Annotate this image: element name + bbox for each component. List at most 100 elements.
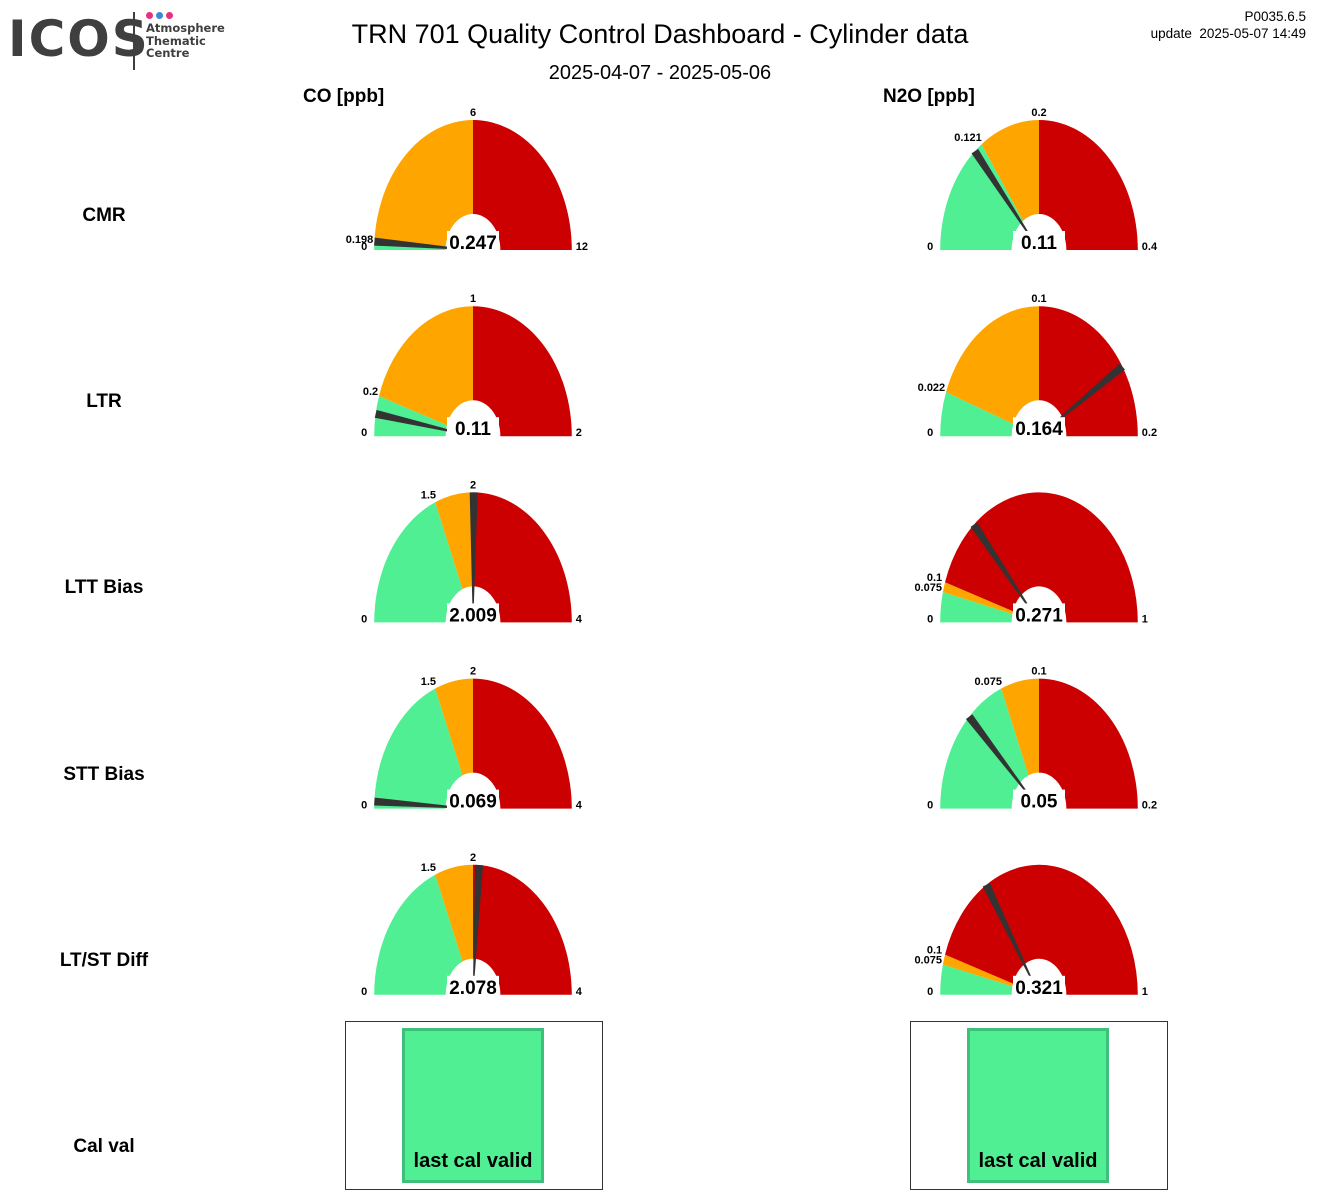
gauge-tick-warning-limit: 2	[470, 852, 476, 864]
gauge-value: 0.05	[1021, 792, 1058, 813]
gauge-band-bad	[1039, 678, 1138, 809]
row-label-cmr: CMR	[82, 205, 126, 226]
gauge-band-warning	[946, 306, 1039, 425]
gauge-band-good	[374, 502, 463, 623]
gauge-tick-max: 1	[1142, 613, 1148, 625]
gauge-band-bad	[473, 492, 572, 623]
gauge-band-warning	[374, 120, 473, 249]
gauge-value-backing	[447, 231, 499, 250]
gauge-tick-warning-limit: 1	[470, 293, 476, 305]
logo-dot	[156, 12, 163, 19]
gauge-value-backing	[1013, 789, 1065, 809]
gauge-value: 0.069	[449, 792, 497, 813]
cal-status-text: last cal valid	[413, 1150, 533, 1172]
gauge-tick-warning-limit: 0.1	[927, 944, 942, 956]
gauge-tick-good-limit: 0.075	[914, 955, 942, 967]
gauge-tick-min: 0	[361, 613, 367, 625]
gauge-tick-good-limit: 1.5	[421, 676, 436, 688]
gauge-tick-good-limit: 0.2	[363, 386, 378, 398]
gauge-tick-warning-limit: 0.2	[1031, 107, 1046, 119]
gauge-tick-min: 0	[927, 613, 933, 625]
gauge-tick-warning-limit: 2	[470, 666, 476, 678]
gauge-tick-good-limit: 0.075	[914, 582, 942, 594]
gauge-band-good	[374, 874, 463, 995]
gauge-needle	[965, 714, 1033, 801]
gauge-value-backing	[1013, 417, 1065, 437]
gauge-needle	[374, 797, 464, 809]
logo-subtitle-line: Centre	[146, 46, 190, 60]
gauge-band-good	[940, 144, 1024, 250]
gauge-tick-warning-limit: 0.1	[1031, 666, 1046, 678]
gauge-tick-max: 12	[576, 241, 588, 253]
gauge-7: 0 0.2 0.075 0.1 0.05	[927, 666, 1157, 813]
gauge-value: 0.271	[1015, 605, 1063, 626]
gauge-1: 0 0.4 0.121 0.2 0.11	[927, 107, 1158, 254]
row-label-ltr: LTR	[86, 391, 122, 412]
gauge-value: 0.11	[455, 419, 491, 440]
gauge-needle	[982, 883, 1035, 985]
gauge-value-backing	[1013, 603, 1065, 623]
gauge-tick-good-limit: 0.198	[346, 234, 374, 246]
logo-dot	[166, 12, 173, 19]
gauge-band-warning	[942, 582, 1013, 614]
gauge-4: 0 4 1.5 2 2.009	[361, 479, 583, 626]
gauge-needle	[970, 522, 1034, 614]
gauge-tick-good-limit: 1.5	[421, 862, 436, 874]
dashboard-title: TRN 701 Quality Control Dashboard - Cyli…	[351, 19, 969, 49]
gauge-tick-max: 4	[576, 986, 583, 998]
gauge-band-good	[940, 688, 1029, 809]
gauge-value: 0.321	[1015, 978, 1063, 999]
logo-subtitle-line: Atmosphere	[146, 21, 225, 35]
gauge-needle	[1046, 363, 1125, 430]
logo-separator	[133, 12, 135, 70]
gauge-value-backing	[1013, 231, 1065, 250]
gauge-value: 2.009	[449, 605, 497, 626]
gauge-tick-min: 0	[927, 241, 933, 253]
gauge-tick-good-limit: 0.075	[974, 676, 1002, 688]
cal-status-panel-n2o: last cal valid	[910, 1021, 1168, 1190]
gauge-value-backing	[447, 975, 499, 995]
row-label-stt-bias: STT Bias	[63, 764, 145, 785]
gauge-needle	[374, 237, 464, 250]
gauge-value: 0.247	[449, 233, 497, 254]
gauge-band-bad	[473, 864, 572, 995]
gauge-band-bad	[473, 120, 572, 250]
update-timestamp: update 2025-05-07 14:49	[1150, 26, 1306, 41]
gauge-tick-min: 0	[927, 427, 933, 439]
gauge-band-warning	[1001, 678, 1039, 776]
gauge-band-bad	[473, 306, 572, 437]
gauge-6: 0 4 1.5 2 0.069	[361, 666, 583, 813]
gauge-tick-min: 0	[361, 241, 367, 253]
gauge-tick-min: 0	[927, 986, 933, 998]
gauge-tick-warning-limit: 0.1	[927, 572, 942, 584]
gauge-value-backing	[1013, 975, 1065, 995]
logo-subtitle-line: Thematic	[146, 33, 206, 48]
cal-status-box: last cal valid	[967, 1028, 1109, 1183]
gauge-tick-warning-limit: 2	[470, 479, 476, 491]
gauge-tick-max: 0.4	[1142, 241, 1158, 253]
gauge-needle	[472, 864, 484, 983]
gauge-0: 0 12 0.198 6 0.247	[346, 107, 588, 254]
gauge-tick-max: 4	[576, 800, 583, 812]
gauge-band-bad	[945, 492, 1138, 623]
gauge-band-warning	[981, 120, 1040, 221]
gauge-needle	[374, 409, 464, 435]
gauge-tick-min: 0	[361, 800, 367, 812]
gauge-tick-warning-limit: 6	[470, 107, 476, 119]
gauge-value-backing	[447, 789, 499, 809]
cal-status-text: last cal valid	[978, 1150, 1098, 1172]
gauge-band-good	[374, 688, 463, 809]
gauge-tick-good-limit: 0.121	[954, 132, 982, 144]
version-label: P0035.6.5	[1244, 9, 1306, 24]
gauge-value-backing	[447, 603, 499, 623]
row-label-lt-st-diff: LT/ST Diff	[59, 950, 149, 971]
logo-subtitle: Atmosphere Thematic Centre	[146, 22, 225, 60]
gauge-band-good	[940, 592, 1013, 623]
gauge-band-warning	[942, 954, 1013, 987]
logo-dot	[146, 12, 153, 19]
logo-wordmark: ICOS	[8, 10, 150, 68]
gauge-band-warning	[435, 864, 473, 962]
